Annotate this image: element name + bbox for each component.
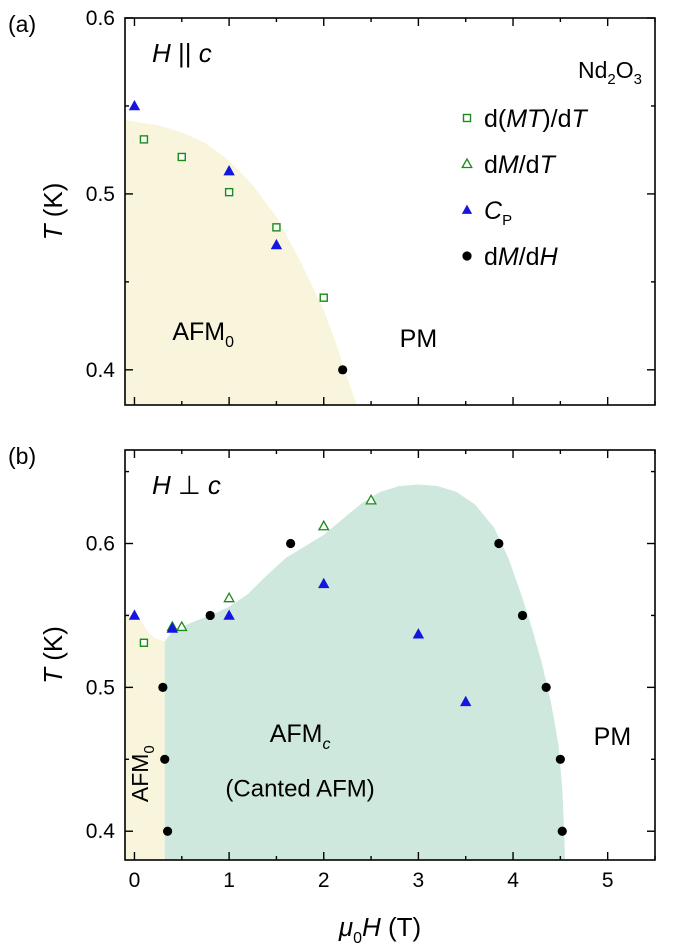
data-point-circle: [557, 826, 567, 836]
x-tick-label: 4: [507, 869, 519, 892]
y-tick-label: 0.5: [86, 676, 115, 699]
y-tick-label: 0.4: [86, 359, 116, 382]
data-point-circle: [286, 538, 296, 549]
x-tick-label: 5: [602, 869, 614, 892]
data-point-triangle: [223, 165, 235, 176]
data-point-triangle: [128, 99, 141, 111]
legend-label: d(MT)/dT: [484, 105, 589, 133]
legend-marker-square: [462, 113, 472, 123]
data-point-triangle: [318, 577, 330, 589]
x-tick-label: 3: [413, 869, 425, 892]
data-point-circle: [555, 754, 565, 764]
plot-frame: [124, 449, 656, 861]
data-point-triangle: [460, 695, 472, 707]
x-tick-label: 2: [318, 869, 330, 892]
y-ticks: [125, 17, 655, 371]
y-tick-label: 0.4: [86, 820, 116, 843]
data-point-square: [224, 187, 234, 197]
legend: d(MT)/dT dM/dT CP dM/dH: [461, 105, 589, 271]
data-point-triangle: [128, 609, 141, 620]
data-point-triangle: [223, 609, 235, 620]
data-point-circle: [517, 610, 528, 621]
region-afm0: [125, 120, 357, 405]
region-label-afmc: AFMc: [270, 720, 331, 753]
y-axis-label: T (K): [38, 626, 68, 684]
y-tick-label: 0.6: [86, 7, 115, 30]
compound-label: Nd2O3: [578, 57, 642, 88]
x-tick-label: 0: [129, 869, 141, 892]
x-axis-label: μ0H (T): [338, 912, 421, 947]
region-afmc: [164, 484, 566, 860]
legend-label: dM/dT: [484, 151, 557, 179]
y-axis-label: T (K): [38, 183, 68, 241]
x-tick-label: 1: [223, 869, 235, 892]
region-label-canted-afm: (Canted AFM): [225, 776, 374, 803]
data-point-square: [177, 152, 186, 162]
x-ticks: [133, 18, 656, 405]
legend-label: CP: [484, 197, 512, 229]
panel-label: (b): [8, 443, 36, 469]
data-point-circle: [338, 365, 348, 375]
legend-marker-triangle-open: [461, 157, 473, 169]
phase-regions: [125, 484, 566, 860]
data-point-triangle-open: [365, 494, 377, 505]
y-tick-label: 0.5: [86, 183, 115, 206]
data-point-triangle: [270, 238, 283, 250]
data-point-square: [319, 293, 328, 302]
data-point-triangle: [412, 628, 425, 639]
panel-b: 0.4 0.5 0.6 0 1 2 3 4 5 (b) T (K) H ⊥ c AFM0 AFMc (Can…: [8, 443, 656, 947]
region-label-pm: PM: [400, 325, 438, 353]
data-point-square: [272, 223, 281, 232]
panel-a: 0.4 0.5 0.6 (a) T (K) H || c AFM0 PM Nd2O3 d(MT)/…: [8, 7, 656, 406]
data-point-square: [139, 638, 149, 647]
data-points: [128, 494, 567, 836]
field-condition-label: H || c: [152, 38, 212, 68]
data-point-circle: [160, 754, 170, 764]
region-label-pm: PM: [594, 723, 632, 751]
data-point-circle: [494, 538, 504, 549]
data-point-circle: [541, 682, 551, 692]
data-point-circle: [205, 610, 215, 621]
panel-label: (a): [8, 11, 36, 37]
data-points: [128, 99, 348, 375]
legend-label: dM/dH: [484, 243, 559, 271]
field-condition-label: H ⊥ c: [152, 470, 221, 500]
legend-marker-circle: [462, 251, 472, 261]
legend-marker-triangle: [461, 204, 473, 214]
region-label-afm0: AFM0: [127, 745, 158, 802]
data-point-triangle-open: [175, 620, 188, 632]
data-point-triangle-open: [317, 519, 330, 531]
data-point-triangle: [166, 622, 179, 633]
y-tick-label: 0.6: [86, 533, 115, 556]
data-point-circle: [158, 682, 168, 692]
region-afm0: [125, 612, 165, 860]
data-point-square: [139, 135, 149, 144]
region-label-afm0: AFM0: [172, 318, 234, 351]
y-ticks: [125, 470, 655, 832]
data-point-triangle-open: [223, 591, 235, 603]
plot-frame: [124, 17, 656, 406]
data-point-circle: [162, 826, 173, 836]
x-ticks: [133, 450, 656, 860]
phase-regions: [125, 120, 357, 405]
